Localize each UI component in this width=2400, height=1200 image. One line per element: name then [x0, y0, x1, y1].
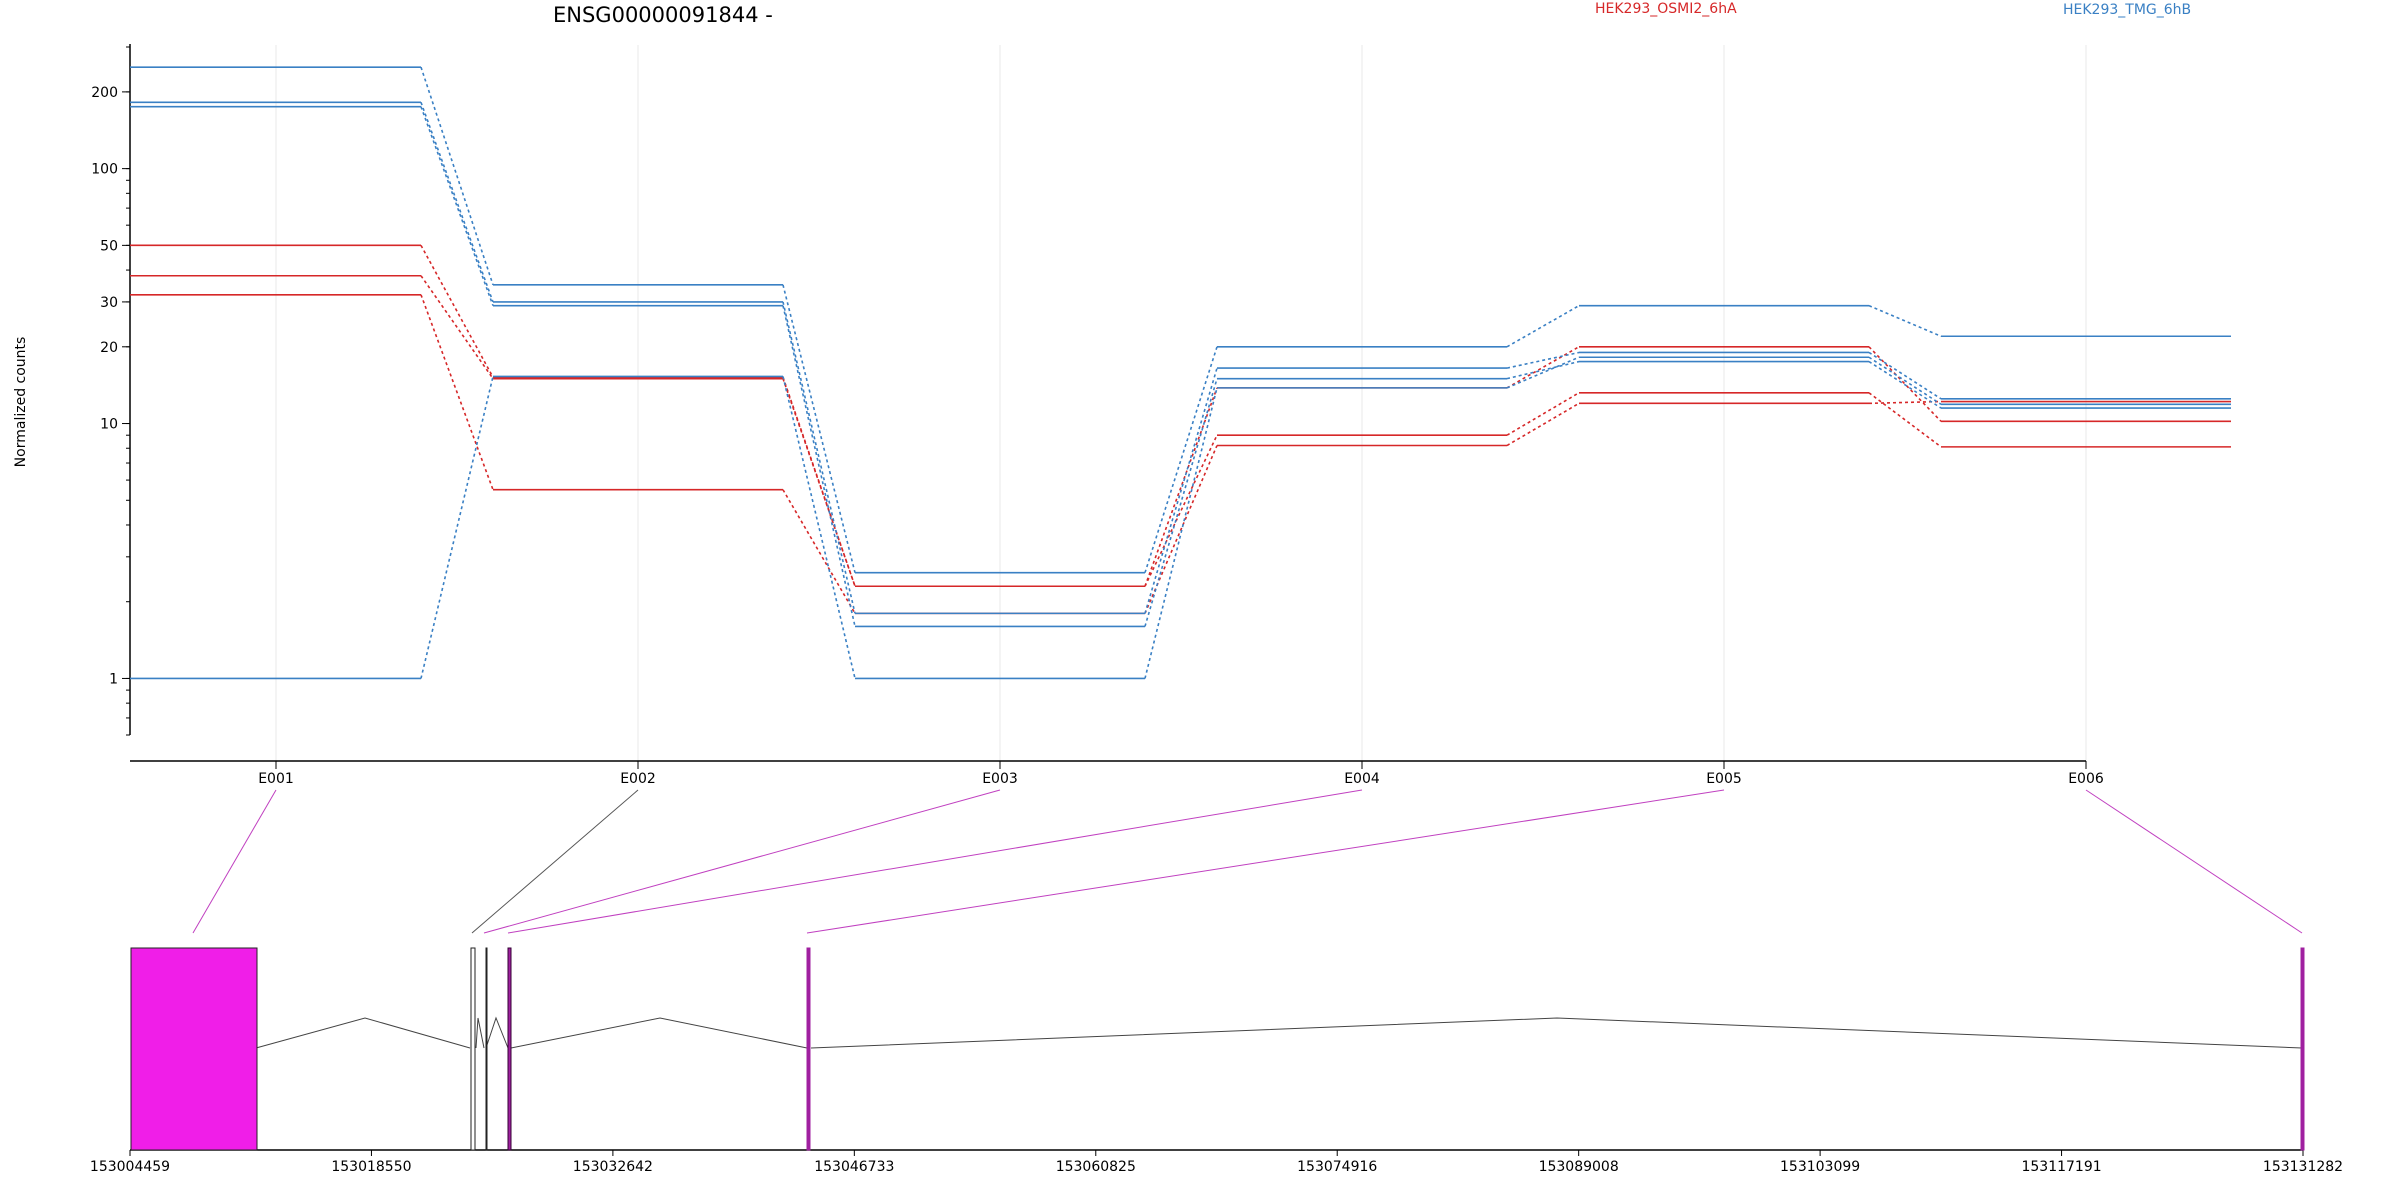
connector [1868, 360, 1942, 409]
x-tick-label: E001 [258, 771, 294, 787]
series-line [130, 101, 2231, 615]
connector [1868, 356, 1942, 405]
connector [1868, 346, 1942, 422]
y-tick-label: 100 [91, 162, 118, 178]
connector [782, 301, 856, 614]
gene-axis-label: 153089008 [1539, 1159, 1619, 1175]
legend-entry-tmg: HEK293_TMG_6hB [2063, 2, 2191, 18]
intron-line [255, 1017, 471, 1049]
exon-box [485, 947, 488, 1151]
series-line [130, 274, 2231, 588]
connector [420, 294, 494, 490]
exon-link [2085, 789, 2303, 934]
legend-entry-osmi2: HEK293_OSMI2_6hA [1595, 1, 1737, 17]
series-line [130, 66, 2231, 574]
exon-link [507, 789, 1363, 934]
connector [1144, 346, 1218, 573]
connector [420, 275, 494, 380]
exon-box [470, 947, 476, 1151]
exon-box [2300, 947, 2305, 1151]
gene-axis-label: 153074916 [1297, 1159, 1377, 1175]
series-line [130, 293, 2231, 615]
exon-link [192, 789, 277, 934]
connector [1506, 402, 1580, 447]
connector [1506, 360, 1580, 380]
legend: HEK293_OSMI2_6hA HEK293_TMG_6hB [1595, 1, 2191, 18]
gene-axis-label: 153004459 [90, 1159, 170, 1175]
connector [1506, 351, 1580, 369]
connector [1506, 304, 1580, 348]
connector [782, 378, 856, 587]
intron-line [485, 1016, 509, 1049]
connector [1144, 445, 1218, 614]
x-tick-label: E005 [1706, 771, 1742, 787]
connector [1144, 387, 1218, 679]
connector [1868, 351, 1942, 400]
connector [782, 284, 856, 573]
gene-axis-label: 153103099 [1780, 1159, 1860, 1175]
gene-axis-label: 153018550 [331, 1159, 411, 1175]
series-layer [130, 66, 2231, 680]
y-tick-label: 20 [100, 340, 118, 356]
connector [1506, 346, 1580, 389]
exon-box [507, 947, 512, 1151]
connector [420, 376, 494, 679]
connector [420, 66, 494, 286]
series-line [130, 105, 2231, 628]
series-line [130, 244, 2231, 588]
connector [1144, 378, 1218, 627]
connector [1868, 400, 1942, 405]
gene-axis-label: 153117191 [2021, 1159, 2101, 1175]
x-tick-label: E004 [1344, 771, 1380, 787]
intron-line [475, 1017, 485, 1049]
connector [782, 489, 856, 614]
connector [1506, 392, 1580, 436]
y-tick-label: 1 [109, 671, 118, 687]
connector [782, 376, 856, 679]
y-tick-label: 30 [100, 295, 118, 311]
chart-title: ENSG00000091844 - [553, 3, 773, 27]
series-line [130, 356, 2231, 680]
x-tick-label: E002 [620, 771, 656, 787]
connector [420, 102, 494, 303]
connector [1144, 367, 1218, 614]
x-tick-label: E003 [982, 771, 1018, 787]
y-axis-label: Normalized counts [13, 337, 29, 468]
intron-line [510, 1017, 808, 1049]
exon-link [471, 789, 639, 934]
y-tick-label: 50 [100, 238, 118, 254]
gene-axis-label: 153046733 [814, 1159, 894, 1175]
exon-box [806, 947, 811, 1151]
exon-link-layer [192, 789, 2303, 934]
gene-axis-label: 153131282 [2263, 1159, 2343, 1175]
x-tick-label: E006 [2068, 771, 2104, 787]
connector [1144, 434, 1218, 587]
gene-axis-label: 153060825 [1056, 1159, 1136, 1175]
intron-line [810, 1017, 2303, 1049]
connector [1506, 356, 1580, 389]
connector [420, 244, 494, 378]
connector [1144, 387, 1218, 587]
y-tick-label: 10 [100, 417, 118, 433]
axes: 1 10 20 30 50 100 200 E001 E002 E003 E004 E005 E006 [91, 44, 2104, 787]
exon-link [483, 789, 1001, 934]
connector [420, 106, 494, 306]
connector [782, 305, 856, 627]
exon-box [130, 947, 258, 1151]
gene-model: 153004459 153018550 153032642 153046733 1530… [90, 947, 2343, 1175]
connector [1868, 304, 1942, 337]
gene-axis-label: 153032642 [573, 1159, 653, 1175]
y-tick-label: 200 [91, 85, 118, 101]
exon-link [806, 789, 1725, 934]
